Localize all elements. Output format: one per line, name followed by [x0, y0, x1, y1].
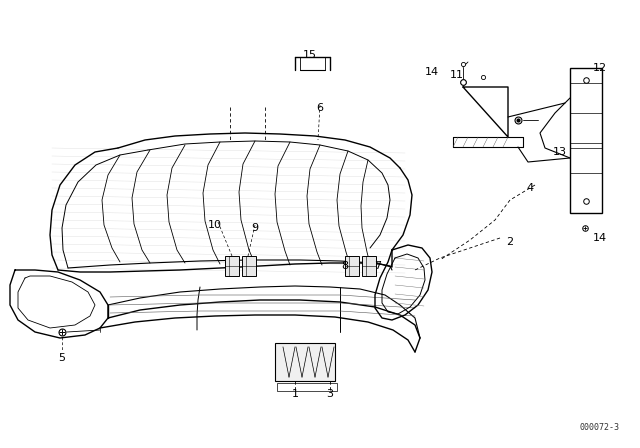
Text: 2: 2 — [506, 237, 513, 247]
Bar — [570, 68, 602, 213]
Text: 9: 9 — [252, 223, 259, 233]
Bar — [242, 256, 256, 276]
Text: 1: 1 — [291, 389, 298, 399]
Text: 12: 12 — [593, 63, 607, 73]
Bar — [225, 256, 239, 276]
Bar — [345, 256, 359, 276]
Text: 14: 14 — [425, 67, 439, 77]
Text: 15: 15 — [303, 50, 317, 60]
Text: 10: 10 — [208, 220, 222, 230]
Bar — [362, 256, 376, 276]
Text: 3: 3 — [326, 389, 333, 399]
Text: 8: 8 — [341, 261, 349, 271]
Text: 6: 6 — [317, 103, 323, 113]
Text: 5: 5 — [58, 353, 65, 363]
Bar — [277, 383, 337, 391]
Bar — [275, 343, 335, 381]
Text: 13: 13 — [553, 147, 567, 157]
Text: 14: 14 — [593, 233, 607, 243]
Text: 11: 11 — [450, 70, 464, 80]
Text: 7: 7 — [374, 261, 381, 271]
Text: 4: 4 — [527, 183, 534, 193]
Text: 000072-3: 000072-3 — [580, 423, 620, 432]
